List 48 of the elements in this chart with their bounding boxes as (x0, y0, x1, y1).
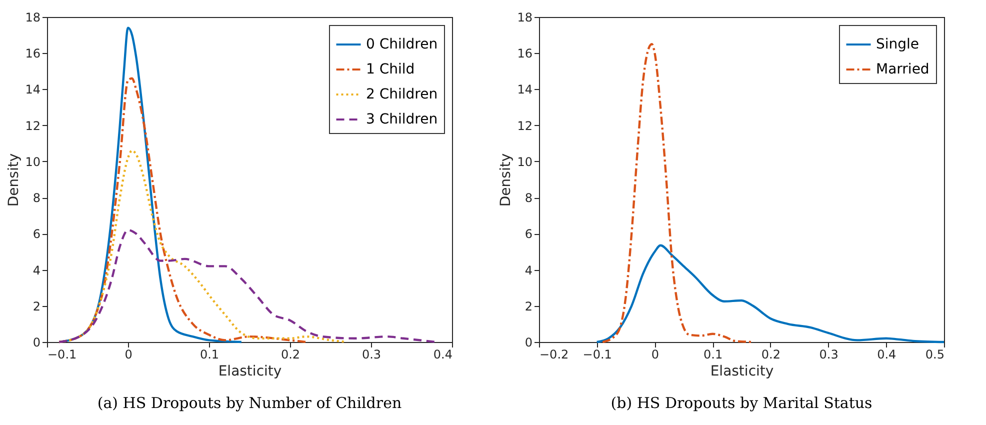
x-tick-label: 0.4 (877, 348, 896, 362)
legend-label: 2 Children (366, 86, 438, 102)
x-tick-label: 0.1 (704, 348, 723, 362)
text: (b) HS Dropouts by Marital Status (610, 394, 872, 412)
x-tick-label: −0.1 (582, 348, 612, 362)
x-tick-label: 0.5 (925, 348, 944, 362)
y-tick-label: 12 (25, 118, 40, 133)
y-tick-label: 6 (524, 227, 532, 242)
y-tick-label: 2 (524, 299, 532, 314)
x-tick-label: 0 (124, 348, 132, 362)
y-tick-label: 8 (32, 191, 40, 206)
y-tick-label: 4 (524, 263, 532, 278)
text: (a) HS Dropouts by Number of Children (97, 394, 402, 412)
legend-label: Single (876, 36, 920, 52)
x-tick-label: 0.2 (280, 348, 300, 362)
x-tick-label: 0 (651, 348, 660, 362)
y-tick-label: 16 (25, 46, 40, 61)
y-tick-label: 6 (32, 227, 40, 242)
y-tick-label: 14 (25, 82, 40, 97)
x-axis-title: Elasticity (710, 364, 774, 380)
y-tick-label: 18 (517, 10, 532, 24)
y-tick-label: 18 (25, 10, 40, 24)
y-tick-label: 12 (517, 118, 532, 133)
x-tick-label: 0.2 (761, 348, 780, 362)
legend-label: 1 Child (366, 62, 415, 78)
y-axis-title: Density (6, 153, 22, 207)
y-tick-label: 10 (25, 154, 40, 169)
y-axis-title: Density (498, 153, 514, 207)
y-tick-label: 0 (524, 336, 532, 350)
x-axis-title: Elasticity (218, 364, 282, 380)
x-tick-label: 0.4 (433, 348, 452, 362)
x-tick-label: 0.1 (200, 348, 220, 362)
y-tick-label: 8 (524, 191, 532, 206)
line-series (58, 228, 437, 344)
y-tick-label: 0 (32, 336, 40, 350)
x-tick-label: −0.2 (540, 348, 569, 362)
line-series (596, 244, 946, 344)
y-tick-label: 16 (517, 46, 532, 61)
y-tick-label: 10 (517, 154, 532, 169)
y-tick-label: 2 (32, 299, 40, 314)
legend-label: 0 Children (366, 36, 438, 52)
y-tick-label: 14 (517, 82, 532, 97)
y-tick-label: 4 (32, 263, 40, 278)
legend-label: 3 Children (366, 112, 438, 128)
legend-label: Married (876, 62, 930, 78)
x-tick-label: −0.1 (48, 348, 77, 362)
x-tick-label: 0.3 (362, 348, 382, 362)
x-tick-label: 0.3 (819, 348, 838, 362)
